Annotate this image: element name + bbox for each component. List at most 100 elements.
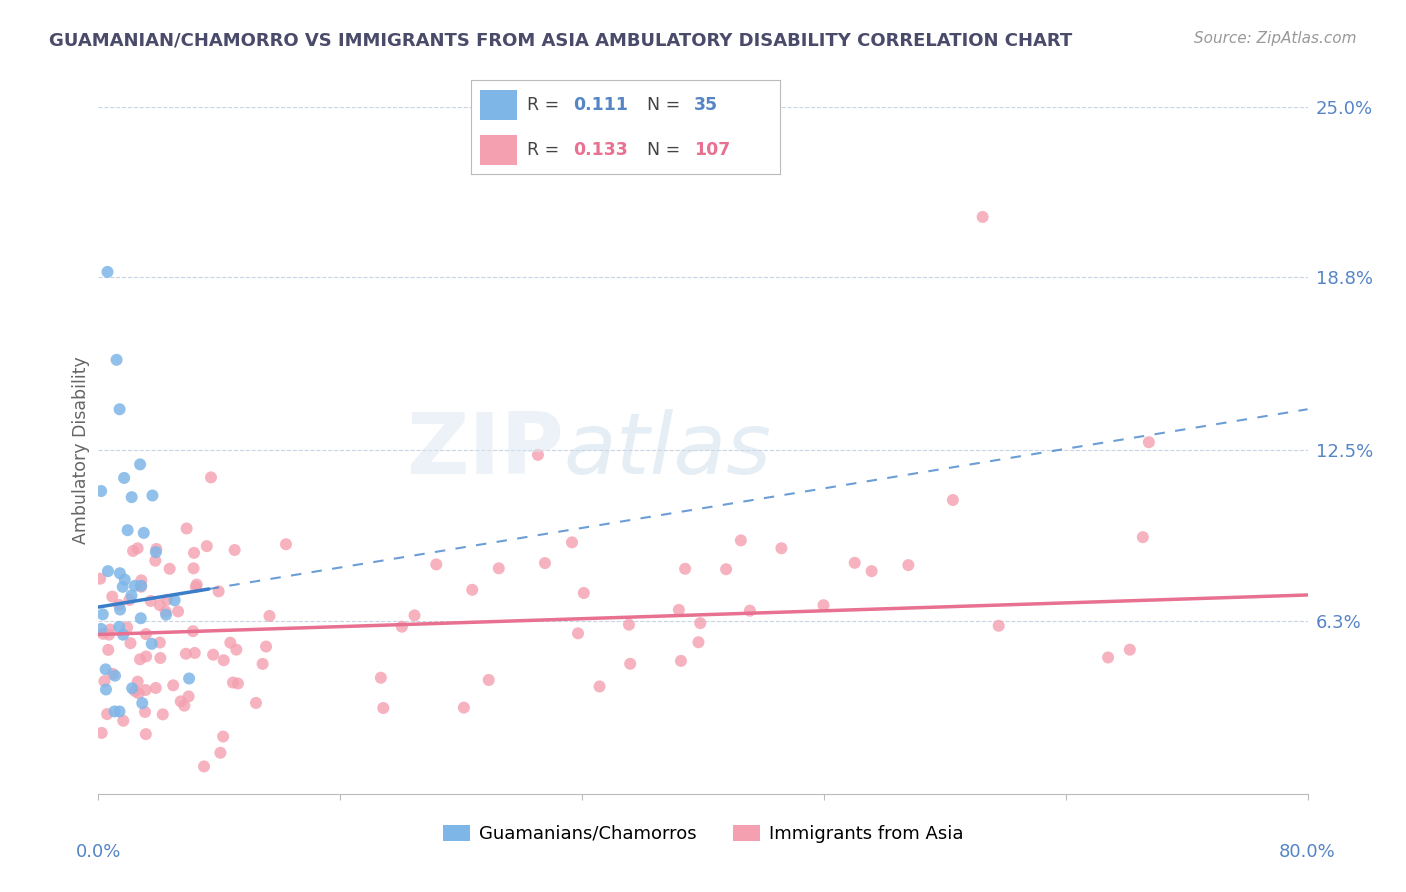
Point — [183, 561, 205, 575]
Point — [145, 541, 167, 556]
Point — [942, 493, 965, 508]
Point — [176, 521, 198, 535]
Point — [108, 598, 131, 612]
Point — [117, 523, 139, 537]
Point — [173, 698, 195, 713]
Point — [404, 608, 426, 623]
Text: 0.111: 0.111 — [574, 95, 628, 113]
Point — [617, 617, 640, 632]
Point — [209, 746, 232, 760]
Point — [183, 546, 205, 560]
Point — [118, 593, 141, 607]
Point — [108, 705, 131, 719]
Point — [96, 265, 118, 279]
Point — [135, 683, 157, 698]
Point — [162, 678, 184, 692]
Point — [121, 681, 143, 696]
Point — [112, 628, 135, 642]
Point — [89, 572, 111, 586]
Point — [120, 589, 142, 603]
Point — [567, 626, 589, 640]
Point — [163, 593, 186, 607]
Point — [193, 759, 215, 773]
Point — [770, 541, 793, 556]
Point — [120, 636, 142, 650]
Point — [897, 558, 920, 573]
Point — [202, 648, 225, 662]
Point — [177, 690, 200, 704]
Point — [121, 490, 143, 504]
Point — [135, 727, 157, 741]
Point — [91, 607, 114, 622]
Point — [152, 707, 174, 722]
Point — [226, 676, 249, 690]
Point — [184, 580, 207, 594]
Point — [155, 607, 177, 622]
Text: 107: 107 — [693, 141, 730, 159]
Point — [112, 714, 135, 728]
Point — [689, 616, 711, 631]
Point — [668, 603, 690, 617]
Point — [104, 668, 127, 682]
Point — [186, 577, 208, 591]
Point — [252, 657, 274, 671]
Point — [141, 637, 163, 651]
Point — [259, 609, 281, 624]
Point — [98, 627, 121, 641]
Point — [561, 535, 583, 549]
Point — [134, 705, 156, 719]
Point — [391, 620, 413, 634]
Point — [714, 562, 737, 576]
Point — [131, 574, 153, 588]
Point — [97, 564, 120, 578]
Point — [129, 611, 152, 625]
Point — [155, 604, 177, 618]
Point — [373, 701, 395, 715]
Point — [527, 448, 550, 462]
Point — [224, 543, 246, 558]
Point — [212, 653, 235, 667]
Point — [813, 598, 835, 612]
Point — [132, 525, 155, 540]
Point — [149, 635, 172, 649]
Point — [108, 620, 131, 634]
Point — [114, 573, 136, 587]
Point — [101, 667, 124, 681]
Point — [222, 675, 245, 690]
Text: 80.0%: 80.0% — [1279, 843, 1336, 862]
Point — [179, 672, 201, 686]
Point — [149, 598, 172, 612]
Point — [128, 686, 150, 700]
Point — [673, 562, 696, 576]
Point — [669, 654, 692, 668]
Point — [181, 624, 204, 639]
Point — [254, 640, 277, 654]
Point — [167, 604, 190, 618]
Point — [122, 544, 145, 558]
Point — [156, 593, 179, 607]
Point — [127, 541, 149, 556]
Point — [688, 635, 710, 649]
Point — [972, 210, 994, 224]
Text: 0.0%: 0.0% — [76, 843, 121, 862]
Point — [425, 558, 447, 572]
Point — [453, 700, 475, 714]
Y-axis label: Ambulatory Disability: Ambulatory Disability — [72, 357, 90, 544]
Point — [219, 635, 242, 649]
Point — [139, 594, 162, 608]
Point — [225, 642, 247, 657]
Point — [619, 657, 641, 671]
Point — [115, 620, 138, 634]
Text: R =: R = — [527, 95, 564, 113]
Text: GUAMANIAN/CHAMORRO VS IMMIGRANTS FROM ASIA AMBULATORY DISABILITY CORRELATION CHA: GUAMANIAN/CHAMORRO VS IMMIGRANTS FROM AS… — [49, 31, 1073, 49]
Point — [129, 652, 152, 666]
Point — [103, 705, 125, 719]
Point — [370, 671, 392, 685]
Point — [159, 562, 181, 576]
Point — [129, 580, 152, 594]
Point — [97, 643, 120, 657]
Text: 35: 35 — [693, 95, 718, 113]
Point — [91, 627, 114, 641]
Point — [274, 537, 297, 551]
Point — [135, 649, 157, 664]
